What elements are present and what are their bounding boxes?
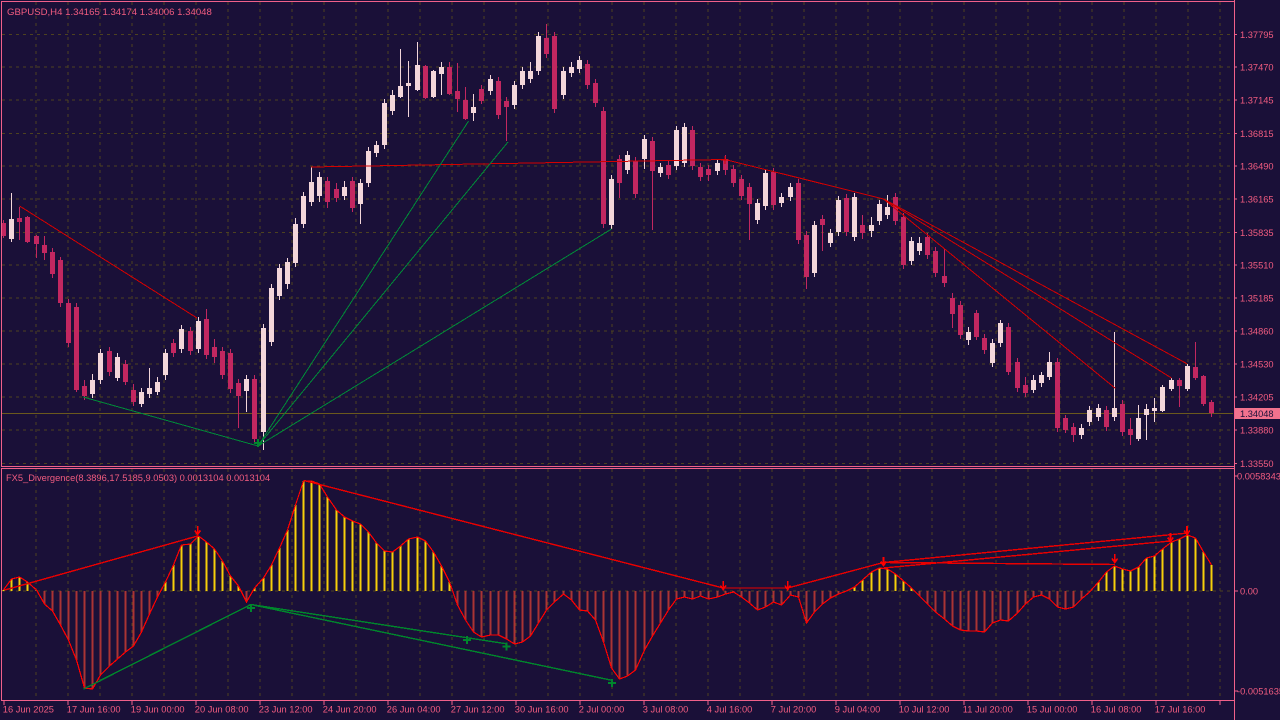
svg-text:1.36490: 1.36490 <box>1240 162 1274 172</box>
svg-text:1.37145: 1.37145 <box>1240 96 1274 106</box>
svg-text:1.33550: 1.33550 <box>1240 459 1274 469</box>
svg-text:16 Jun 2025: 16 Jun 2025 <box>3 705 54 715</box>
svg-text:17 Jul 16:00: 17 Jul 16:00 <box>1155 705 1206 715</box>
svg-text:7 Jul 20:00: 7 Jul 20:00 <box>771 705 817 715</box>
svg-text:16 Jul 08:00: 16 Jul 08:00 <box>1091 705 1142 715</box>
svg-text:1.37795: 1.37795 <box>1240 30 1274 40</box>
svg-text:0.00: 0.00 <box>1240 587 1258 597</box>
svg-text:26 Jun 04:00: 26 Jun 04:00 <box>387 705 441 715</box>
svg-text:27 Jun 12:00: 27 Jun 12:00 <box>451 705 505 715</box>
svg-text:20 Jun 08:00: 20 Jun 08:00 <box>195 705 249 715</box>
svg-text:1.36165: 1.36165 <box>1240 195 1274 205</box>
svg-text:1.35510: 1.35510 <box>1240 261 1274 271</box>
svg-text:-0.0051635: -0.0051635 <box>1237 687 1280 697</box>
svg-text:3 Jul 08:00: 3 Jul 08:00 <box>643 705 689 715</box>
svg-text:1.34048: 1.34048 <box>1240 409 1274 419</box>
svg-text:30 Jun 16:00: 30 Jun 16:00 <box>515 705 569 715</box>
svg-text:19 Jun 00:00: 19 Jun 00:00 <box>131 705 185 715</box>
svg-text:10 Jul 12:00: 10 Jul 12:00 <box>899 705 950 715</box>
svg-text:15 Jul 00:00: 15 Jul 00:00 <box>1027 705 1078 715</box>
svg-text:11 Jul 20:00: 11 Jul 20:00 <box>963 705 1013 715</box>
svg-text:1.36815: 1.36815 <box>1240 129 1274 139</box>
svg-text:GBPUSD,H4 1.34165 1.34174 1.3: GBPUSD,H4 1.34165 1.34174 1.34006 1.3404… <box>7 7 212 18</box>
svg-text:17 Jun 16:00: 17 Jun 16:00 <box>67 705 121 715</box>
svg-text:9 Jul 04:00: 9 Jul 04:00 <box>835 705 881 715</box>
svg-text:1.33880: 1.33880 <box>1240 425 1274 435</box>
svg-text:4 Jul 16:00: 4 Jul 16:00 <box>707 705 753 715</box>
svg-text:1.34860: 1.34860 <box>1240 326 1274 336</box>
svg-text:1.35185: 1.35185 <box>1240 294 1274 304</box>
svg-text:FX5_Divergence(8.3896,17.5185,: FX5_Divergence(8.3896,17.5185,9.0503) 0.… <box>6 473 270 483</box>
svg-text:0.0058343: 0.0058343 <box>1237 471 1280 481</box>
svg-text:1.34530: 1.34530 <box>1240 360 1274 370</box>
svg-text:1.37470: 1.37470 <box>1240 63 1274 73</box>
svg-text:2 Jul 00:00: 2 Jul 00:00 <box>579 705 625 715</box>
svg-text:23 Jun 12:00: 23 Jun 12:00 <box>259 705 313 715</box>
svg-text:1.34205: 1.34205 <box>1240 393 1274 403</box>
svg-text:24 Jun 20:00: 24 Jun 20:00 <box>323 705 377 715</box>
svg-text:1.35835: 1.35835 <box>1240 228 1274 238</box>
